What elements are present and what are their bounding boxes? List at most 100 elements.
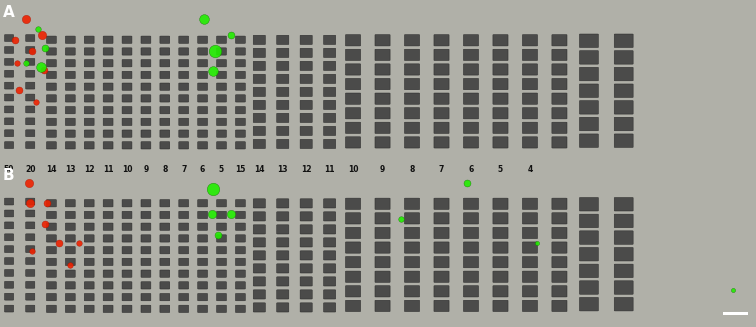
FancyBboxPatch shape xyxy=(580,281,599,294)
Text: 4: 4 xyxy=(528,165,532,174)
FancyBboxPatch shape xyxy=(216,270,227,277)
FancyBboxPatch shape xyxy=(404,271,420,283)
FancyBboxPatch shape xyxy=(141,293,150,301)
FancyBboxPatch shape xyxy=(65,305,75,313)
FancyBboxPatch shape xyxy=(493,122,508,133)
FancyBboxPatch shape xyxy=(463,78,479,90)
FancyBboxPatch shape xyxy=(300,238,312,247)
FancyBboxPatch shape xyxy=(324,264,336,273)
Text: 13: 13 xyxy=(277,165,288,174)
FancyBboxPatch shape xyxy=(277,126,289,135)
FancyBboxPatch shape xyxy=(178,305,188,313)
FancyBboxPatch shape xyxy=(277,74,289,83)
FancyBboxPatch shape xyxy=(47,118,56,126)
FancyBboxPatch shape xyxy=(277,238,289,247)
FancyBboxPatch shape xyxy=(493,286,508,297)
FancyBboxPatch shape xyxy=(522,198,538,209)
FancyBboxPatch shape xyxy=(178,223,188,230)
FancyBboxPatch shape xyxy=(277,264,289,273)
FancyBboxPatch shape xyxy=(65,118,75,126)
FancyBboxPatch shape xyxy=(160,71,169,78)
FancyBboxPatch shape xyxy=(122,211,132,219)
FancyBboxPatch shape xyxy=(324,113,336,123)
FancyBboxPatch shape xyxy=(580,248,599,261)
FancyBboxPatch shape xyxy=(65,142,75,149)
FancyBboxPatch shape xyxy=(580,198,599,211)
Text: 6: 6 xyxy=(469,165,473,174)
FancyBboxPatch shape xyxy=(5,234,14,241)
FancyBboxPatch shape xyxy=(47,305,56,313)
FancyBboxPatch shape xyxy=(178,118,188,126)
FancyBboxPatch shape xyxy=(5,70,14,77)
FancyBboxPatch shape xyxy=(178,293,188,301)
Text: 12: 12 xyxy=(301,165,311,174)
FancyBboxPatch shape xyxy=(277,290,289,299)
FancyBboxPatch shape xyxy=(277,61,289,71)
FancyBboxPatch shape xyxy=(434,286,449,297)
FancyBboxPatch shape xyxy=(216,199,227,207)
FancyBboxPatch shape xyxy=(103,305,113,313)
FancyBboxPatch shape xyxy=(65,235,75,242)
FancyBboxPatch shape xyxy=(404,49,420,60)
FancyBboxPatch shape xyxy=(84,107,94,114)
Text: 14: 14 xyxy=(46,165,57,174)
FancyBboxPatch shape xyxy=(300,251,312,260)
FancyBboxPatch shape xyxy=(26,234,35,241)
FancyBboxPatch shape xyxy=(463,108,479,119)
FancyBboxPatch shape xyxy=(47,282,56,289)
FancyBboxPatch shape xyxy=(463,122,479,133)
Text: 12: 12 xyxy=(84,165,94,174)
FancyBboxPatch shape xyxy=(26,210,35,217)
FancyBboxPatch shape xyxy=(122,282,132,289)
FancyBboxPatch shape xyxy=(493,271,508,283)
FancyBboxPatch shape xyxy=(26,118,35,125)
FancyBboxPatch shape xyxy=(122,36,132,43)
FancyBboxPatch shape xyxy=(65,107,75,114)
FancyBboxPatch shape xyxy=(345,256,361,268)
FancyBboxPatch shape xyxy=(122,95,132,102)
FancyBboxPatch shape xyxy=(552,256,567,268)
FancyBboxPatch shape xyxy=(522,242,538,253)
FancyBboxPatch shape xyxy=(324,277,336,286)
FancyBboxPatch shape xyxy=(552,286,567,297)
FancyBboxPatch shape xyxy=(103,83,113,90)
FancyBboxPatch shape xyxy=(65,83,75,90)
FancyBboxPatch shape xyxy=(216,211,227,219)
FancyBboxPatch shape xyxy=(375,108,390,119)
FancyBboxPatch shape xyxy=(300,199,312,208)
FancyBboxPatch shape xyxy=(434,137,449,148)
FancyBboxPatch shape xyxy=(160,107,169,114)
FancyBboxPatch shape xyxy=(552,213,567,224)
FancyBboxPatch shape xyxy=(197,282,207,289)
FancyBboxPatch shape xyxy=(216,118,227,126)
FancyBboxPatch shape xyxy=(463,271,479,283)
FancyBboxPatch shape xyxy=(84,223,94,230)
FancyBboxPatch shape xyxy=(178,71,188,78)
FancyBboxPatch shape xyxy=(552,78,567,90)
FancyBboxPatch shape xyxy=(300,264,312,273)
FancyBboxPatch shape xyxy=(300,126,312,135)
FancyBboxPatch shape xyxy=(26,35,35,42)
FancyBboxPatch shape xyxy=(236,118,245,126)
FancyBboxPatch shape xyxy=(47,95,56,102)
FancyBboxPatch shape xyxy=(160,223,169,230)
FancyBboxPatch shape xyxy=(615,198,634,211)
FancyBboxPatch shape xyxy=(345,271,361,283)
FancyBboxPatch shape xyxy=(103,282,113,289)
FancyBboxPatch shape xyxy=(580,231,599,244)
FancyBboxPatch shape xyxy=(236,130,245,137)
FancyBboxPatch shape xyxy=(122,118,132,126)
FancyBboxPatch shape xyxy=(493,93,508,104)
FancyBboxPatch shape xyxy=(141,247,150,254)
FancyBboxPatch shape xyxy=(197,142,207,149)
FancyBboxPatch shape xyxy=(47,130,56,137)
FancyBboxPatch shape xyxy=(26,142,35,148)
FancyBboxPatch shape xyxy=(580,84,599,97)
FancyBboxPatch shape xyxy=(580,101,599,114)
FancyBboxPatch shape xyxy=(65,95,75,102)
FancyBboxPatch shape xyxy=(216,247,227,254)
FancyBboxPatch shape xyxy=(178,282,188,289)
FancyBboxPatch shape xyxy=(236,71,245,78)
FancyBboxPatch shape xyxy=(26,130,35,137)
FancyBboxPatch shape xyxy=(345,242,361,253)
